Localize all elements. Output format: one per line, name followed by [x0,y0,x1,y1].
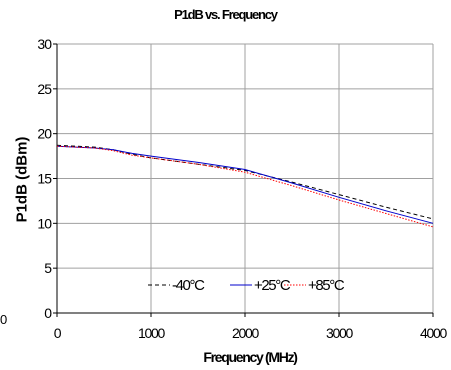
x-axis-label: Frequency (MHz) [203,349,298,365]
x-tick-label: 1000 [138,325,165,341]
stray-zero-label: 0 [0,312,8,327]
axes [53,43,434,317]
y-tick-label: 30 [37,36,52,52]
chart-title: P1dB vs. Frequency [174,7,278,22]
y-tick-label: 0 [44,305,52,321]
legend-label-2: +85°C [308,277,345,294]
y-tick-label: 5 [44,260,52,276]
series-line-0 [56,144,434,220]
x-tick-label: 2000 [232,325,259,341]
x-tick-label: 3000 [326,325,353,341]
x-tick-label: 0 [54,325,62,341]
legend: -40°C +25°C +85°C [148,277,346,294]
legend-label-1: +25°C [254,277,291,294]
series-line-1 [56,145,434,224]
y-tick-label: 20 [37,126,52,142]
tick-labels: 0 5 10 15 20 25 30 0 1000 2000 3000 4000 [37,36,448,341]
x-tick-label: 4000 [420,325,447,341]
legend-label-0: -40°C [172,277,205,294]
y-tick-label: 15 [37,171,52,187]
series-lines [56,144,434,228]
gridlines [57,43,434,313]
y-tick-label: 10 [37,215,52,231]
y-tick-label: 25 [37,81,52,97]
